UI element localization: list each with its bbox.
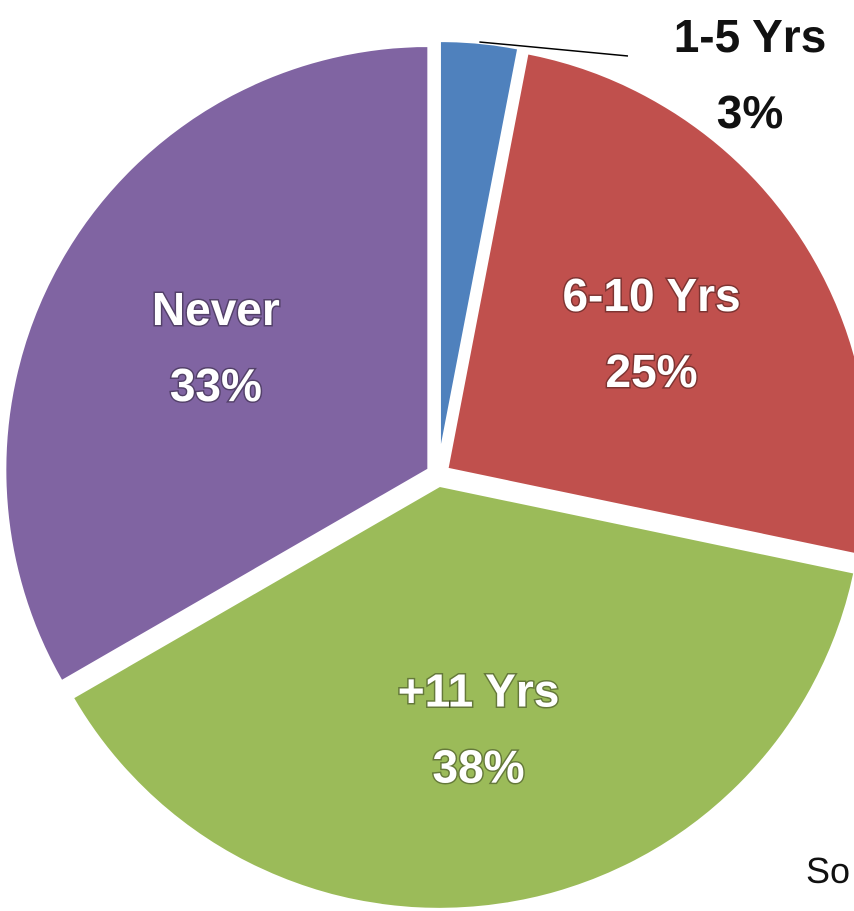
leader-line-1-5-yrs bbox=[479, 41, 629, 57]
pie-slice-11-yrs bbox=[68, 482, 854, 911]
slice-label-1-5-yrs: 1-5 Yrs bbox=[674, 10, 827, 62]
pie-slice-6-10-yrs bbox=[443, 49, 854, 557]
pie-slice-1-5-yrs bbox=[436, 38, 522, 466]
slice-label-6-10-yrs: 6-10 Yrs bbox=[562, 269, 740, 321]
slice-percent-never: 33% bbox=[170, 359, 262, 411]
source-footnote: So bbox=[806, 850, 851, 891]
slice-label-11-yrs: +11 Yrs bbox=[398, 664, 560, 716]
slice-label-never: Never bbox=[152, 283, 280, 335]
slice-percent-6-10-yrs: 25% bbox=[606, 345, 698, 397]
slice-percent-11-yrs: 38% bbox=[432, 740, 524, 792]
slice-percent-1-5-yrs: 3% bbox=[717, 86, 783, 138]
pie-slice-never bbox=[2, 42, 432, 686]
